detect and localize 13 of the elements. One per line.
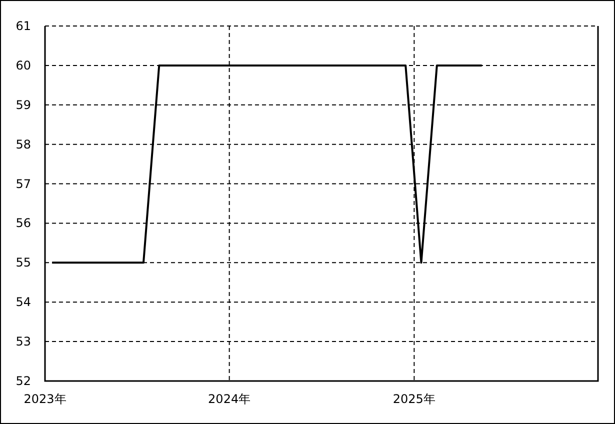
x-tick-label: 2025年 [392,392,436,406]
y-tick-label: 53 [16,334,31,349]
y-tick-label: 60 [16,58,31,72]
y-tick-label: 52 [16,374,31,388]
y-tick-label: 54 [16,295,31,310]
y-tick-label: 58 [16,137,31,152]
y-tick-label: 56 [16,216,31,230]
y-tick-label: 59 [16,98,31,112]
y-tick-label: 55 [16,256,31,270]
y-tick-label: 61 [16,19,31,33]
x-tick-label: 2023年 [24,392,66,406]
x-tick-label: 2024年 [208,392,251,406]
y-tick-label: 57 [16,176,31,191]
